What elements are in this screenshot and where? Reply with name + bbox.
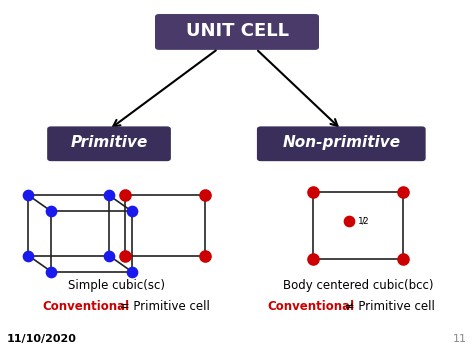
Point: [201, 253, 209, 258]
Text: Conventional: Conventional: [43, 300, 130, 313]
Point: [25, 192, 32, 198]
Point: [105, 253, 113, 258]
Text: Conventional: Conventional: [268, 300, 355, 313]
Point: [121, 253, 128, 258]
Point: [25, 253, 32, 258]
Point: [128, 208, 136, 214]
Point: [399, 256, 407, 262]
Point: [47, 208, 55, 214]
Point: [128, 269, 136, 274]
Text: Primitive: Primitive: [70, 135, 148, 150]
Text: Non-primitive: Non-primitive: [282, 135, 401, 150]
FancyBboxPatch shape: [47, 126, 171, 161]
Point: [121, 192, 128, 198]
Text: Simple cubic(sc): Simple cubic(sc): [68, 279, 164, 292]
Point: [47, 269, 55, 274]
Text: = Primitive cell: = Primitive cell: [116, 300, 210, 313]
Point: [346, 218, 353, 224]
Point: [399, 189, 407, 195]
Text: 11/10/2020: 11/10/2020: [7, 334, 77, 344]
Text: 11: 11: [453, 334, 467, 344]
Point: [309, 256, 317, 262]
Text: Body centered cubic(bcc): Body centered cubic(bcc): [283, 279, 433, 292]
Text: $\mathregular{1\!/\!2}$: $\mathregular{1\!/\!2}$: [357, 215, 370, 225]
Point: [309, 189, 317, 195]
FancyBboxPatch shape: [155, 14, 319, 50]
Point: [105, 192, 113, 198]
Point: [201, 192, 209, 198]
FancyBboxPatch shape: [257, 126, 426, 161]
Text: ≠ Primitive cell: ≠ Primitive cell: [341, 300, 435, 313]
Text: UNIT CELL: UNIT CELL: [185, 22, 289, 40]
